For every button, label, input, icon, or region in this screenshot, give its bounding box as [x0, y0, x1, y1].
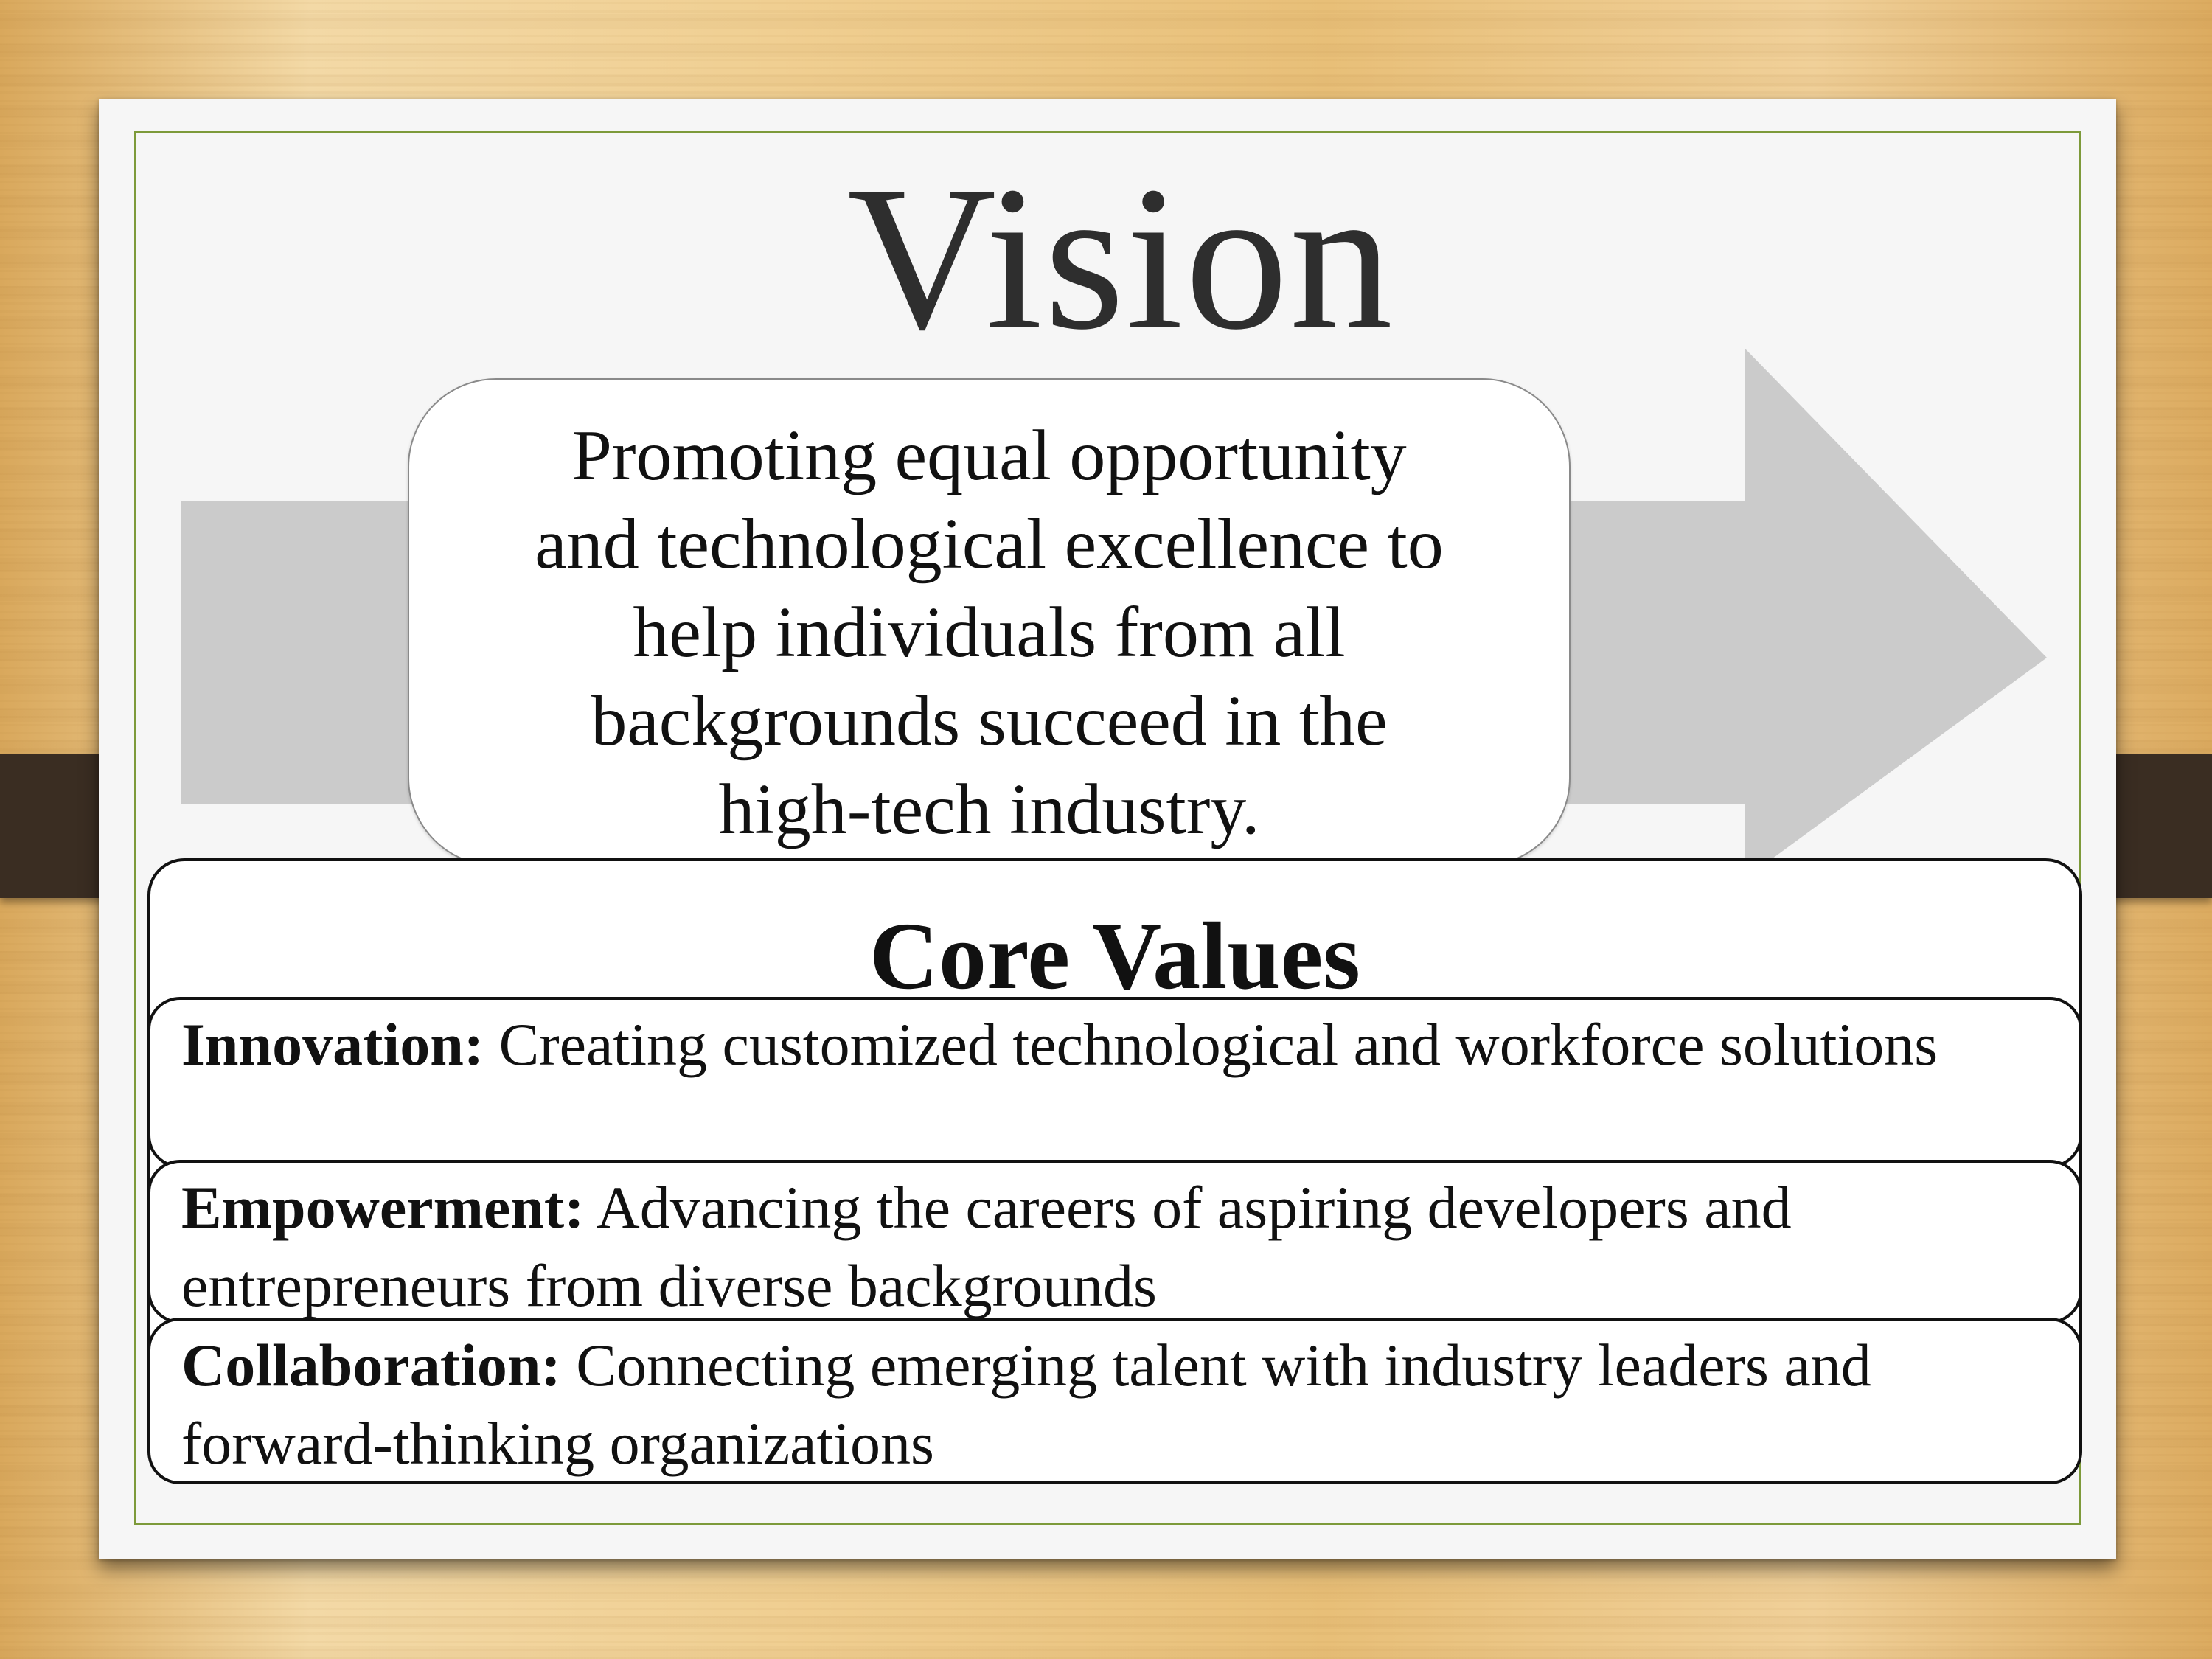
- core-value-name: Innovation:: [181, 1011, 484, 1078]
- core-value-name: Empowerment:: [181, 1174, 585, 1241]
- core-value-description: Connecting emerging talent with industry…: [181, 1332, 1871, 1477]
- core-value-name: Collaboration:: [181, 1332, 561, 1399]
- vision-line: and technological excellence to: [535, 504, 1444, 584]
- core-value-empowerment: Empowerment: Advancing the careers of as…: [147, 1160, 2082, 1324]
- core-value-description: Creating customized technological and wo…: [498, 1011, 1938, 1078]
- vision-statement: Promoting equal opportunity and technolo…: [408, 411, 1571, 854]
- core-values-heading: Core Values: [869, 903, 1360, 1009]
- slide-title: Vision: [847, 143, 1394, 372]
- vision-line: help individuals from all: [633, 593, 1346, 672]
- vision-line: high-tech industry.: [718, 770, 1260, 849]
- vision-line: Promoting equal opportunity: [571, 416, 1407, 495]
- core-value-innovation: Innovation: Creating customized technolo…: [147, 997, 2082, 1168]
- vision-statement-box: [408, 378, 1571, 866]
- vision-line: backgrounds succeed in the: [591, 681, 1388, 761]
- core-value-collaboration: Collaboration: Connecting emerging talen…: [147, 1318, 2082, 1484]
- core-value-description: Advancing the careers of aspiring develo…: [181, 1174, 1792, 1319]
- slide-frame: [134, 131, 2081, 1525]
